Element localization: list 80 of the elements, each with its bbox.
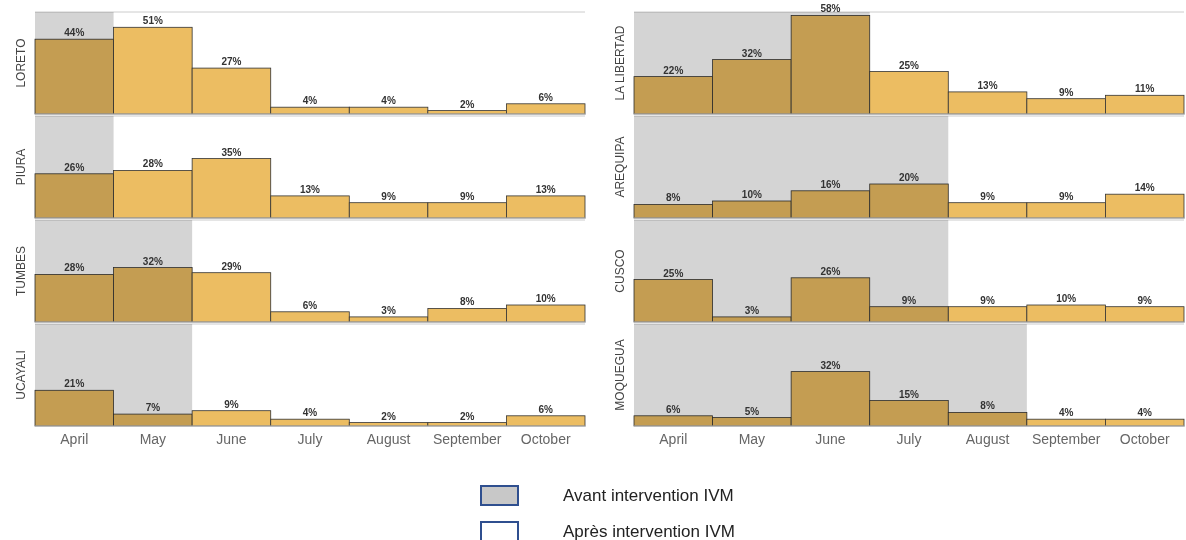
y-axis-title: MOQUEGUA <box>613 339 627 411</box>
data-label: 9% <box>1137 294 1153 306</box>
data-label: 7% <box>145 402 161 414</box>
data-label: 6% <box>666 403 681 415</box>
data-label: 9% <box>224 398 239 410</box>
x-tick-label: July <box>297 430 323 447</box>
data-label: 9% <box>381 190 396 202</box>
text: Avant intervention IVM <box>563 486 734 505</box>
data-label: 29% <box>221 260 242 272</box>
data-label: 26% <box>64 161 85 173</box>
data-label: 25% <box>898 59 920 71</box>
x-tick-label: July <box>896 430 922 447</box>
x-tick-label: May <box>139 430 167 447</box>
data-label: 32% <box>820 359 841 371</box>
x-tick-label: June <box>216 430 247 447</box>
data-label: 2% <box>459 410 475 422</box>
data-label: 5% <box>744 405 760 417</box>
data-label: 10% <box>741 189 762 200</box>
data-label: 26% <box>820 265 841 277</box>
data-label: 16% <box>820 178 841 190</box>
data-label: 4% <box>1137 407 1153 419</box>
data-label: 9% <box>901 294 917 306</box>
data-label: 6% <box>302 299 318 311</box>
data-label: 15% <box>898 388 920 400</box>
y-axis-title: LA LIBERTAD <box>613 25 627 101</box>
text: Après intervention IVM <box>563 522 735 540</box>
data-label: 14% <box>1134 182 1155 194</box>
data-label: 8% <box>459 296 475 308</box>
data-label: 44% <box>64 27 85 39</box>
data-label: 32% <box>142 255 163 267</box>
y-axis-title: AREQUIPA <box>613 136 627 198</box>
data-label: 9% <box>459 190 475 202</box>
data-label: 10% <box>535 293 556 304</box>
x-tick-label: April <box>60 430 89 447</box>
x-tick-label: August <box>965 430 1010 447</box>
data-label: 9% <box>980 190 995 202</box>
data-label: 22% <box>663 64 684 76</box>
data-label: 28% <box>64 262 85 274</box>
data-label: 6% <box>538 403 554 415</box>
data-label: 20% <box>898 172 920 183</box>
x-tick-label: June <box>815 430 846 447</box>
y-axis-title: CUSCO <box>613 249 627 293</box>
data-label: 4% <box>381 95 396 107</box>
data-label: 58% <box>820 3 841 15</box>
data-label: 35% <box>221 146 242 158</box>
y-axis-title: UCAYALI <box>14 350 28 400</box>
x-tick-label: September <box>1031 430 1101 447</box>
data-label: 25% <box>663 267 684 279</box>
data-label: 2% <box>381 410 396 422</box>
data-label: 28% <box>142 158 163 170</box>
x-tick-label: August <box>366 430 411 447</box>
data-label: 10% <box>1056 293 1077 304</box>
data-label: 9% <box>980 294 995 306</box>
data-label: 13% <box>299 183 321 195</box>
data-label: 21% <box>64 378 85 390</box>
data-label: 2% <box>459 98 475 110</box>
data-label: 51% <box>142 15 163 27</box>
data-label: 32% <box>741 47 762 59</box>
x-tick-label: May <box>738 430 766 447</box>
data-label: 6% <box>538 91 554 103</box>
data-label: 9% <box>1058 86 1074 98</box>
data-label: 3% <box>381 304 396 316</box>
x-tick-label: October <box>1119 430 1170 447</box>
y-axis-title: TUMBES <box>14 245 28 297</box>
data-label: 27% <box>221 56 242 68</box>
data-label: 8% <box>980 400 995 412</box>
data-label: 4% <box>302 95 318 107</box>
x-tick-label: October <box>520 430 571 447</box>
y-axis-title: PIURA <box>14 148 28 186</box>
data-label: 4% <box>1058 407 1074 419</box>
data-label: 13% <box>977 79 998 91</box>
data-label: 11% <box>1134 83 1155 95</box>
y-axis-title: LORETO <box>14 38 28 88</box>
data-label: 13% <box>535 183 556 195</box>
data-label: 4% <box>302 407 318 419</box>
x-tick-label: April <box>659 430 688 447</box>
data-label: 8% <box>666 192 681 204</box>
data-label: 9% <box>1058 190 1074 202</box>
x-tick-label: September <box>432 430 502 447</box>
data-label: 3% <box>744 304 760 316</box>
